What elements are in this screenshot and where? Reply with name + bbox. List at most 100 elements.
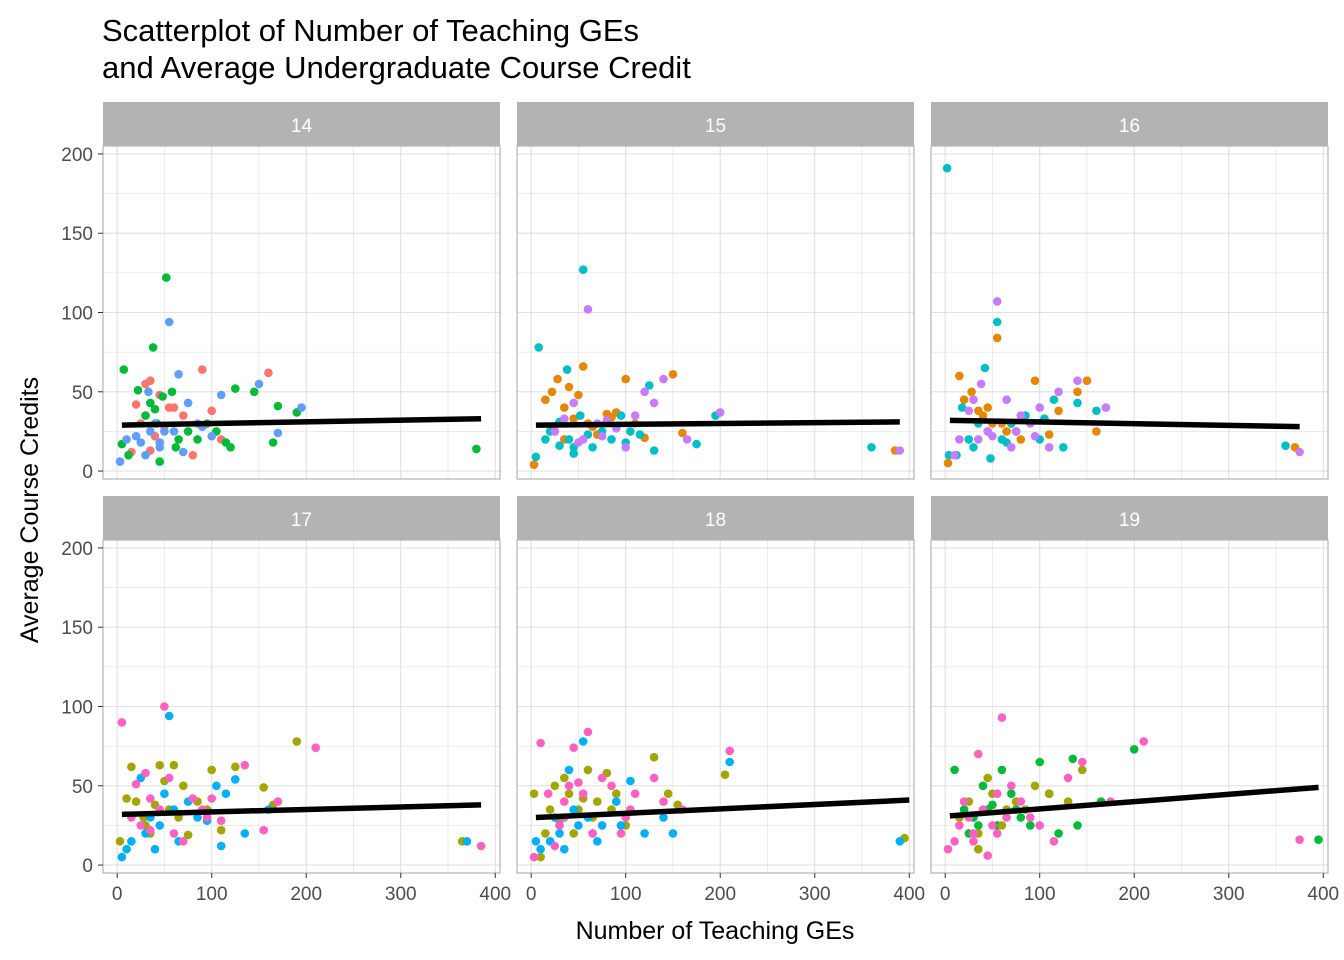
scatter-point bbox=[534, 343, 543, 352]
y-tick-label: 200 bbox=[61, 145, 93, 166]
scatter-point bbox=[131, 400, 141, 409]
scatter-point bbox=[574, 778, 583, 787]
scatter-point bbox=[964, 435, 974, 444]
scatter-point bbox=[240, 760, 250, 770]
facet-strip-label: 18 bbox=[705, 510, 726, 531]
y-tick-label: 200 bbox=[61, 539, 93, 560]
scatter-point bbox=[1077, 765, 1087, 775]
scatter-point bbox=[974, 435, 983, 444]
x-tick-label: 300 bbox=[1213, 884, 1245, 905]
scatter-point bbox=[597, 773, 607, 783]
scatter-point bbox=[562, 365, 572, 374]
scatter-point bbox=[1049, 837, 1059, 846]
facet-strip-label: 19 bbox=[1119, 510, 1140, 531]
scatter-point bbox=[560, 797, 569, 806]
scatter-point bbox=[133, 385, 143, 395]
scatter-point bbox=[212, 781, 221, 791]
scatter-point bbox=[978, 411, 988, 420]
x-tick-label: 300 bbox=[799, 884, 831, 905]
scatter-point bbox=[983, 773, 992, 783]
scatter-point bbox=[616, 829, 626, 838]
scatter-point bbox=[555, 441, 564, 451]
scatter-point bbox=[188, 450, 198, 460]
scatter-point bbox=[1044, 443, 1054, 452]
scatter-point bbox=[720, 770, 730, 779]
scatter-point bbox=[616, 821, 626, 830]
scatter-point bbox=[158, 392, 167, 401]
facet-panel-18: 18 0 100 200 300 400 bbox=[516, 496, 925, 905]
scatter-point bbox=[955, 821, 964, 830]
y-tick-label: 100 bbox=[61, 698, 93, 719]
scatter-point bbox=[1002, 427, 1011, 436]
scatter-point bbox=[122, 794, 131, 803]
scatter-point bbox=[144, 387, 153, 397]
scatter-point bbox=[141, 411, 150, 420]
scatter-point bbox=[193, 435, 202, 444]
scatter-point bbox=[1007, 443, 1016, 452]
trend-line bbox=[121, 802, 482, 818]
scatter-point bbox=[146, 427, 155, 436]
scatter-point bbox=[141, 768, 150, 778]
facet-strip bbox=[931, 496, 1328, 540]
scatter-point bbox=[943, 458, 953, 468]
scatter-point bbox=[1035, 403, 1044, 412]
scatter-point bbox=[1011, 427, 1021, 436]
scatter-point bbox=[122, 435, 131, 444]
scatter-point bbox=[1026, 813, 1035, 822]
scatter-point bbox=[155, 821, 164, 830]
scatter-point bbox=[950, 765, 959, 775]
scatter-point bbox=[969, 395, 978, 405]
scatter-point bbox=[1035, 757, 1044, 767]
scatter-point bbox=[115, 837, 125, 846]
scatter-point bbox=[292, 737, 302, 746]
scatter-point bbox=[588, 443, 597, 452]
scatter-point bbox=[626, 776, 635, 786]
facet-strip-label: 16 bbox=[1119, 116, 1140, 137]
scatter-point bbox=[550, 841, 560, 851]
scatter-point bbox=[992, 297, 1002, 306]
scatter-point bbox=[1044, 789, 1054, 798]
scatter-point bbox=[188, 794, 198, 803]
scatter-point bbox=[216, 816, 226, 825]
scatter-point bbox=[169, 829, 179, 838]
facet-panel-14: 14 0 50 100 150 200 bbox=[61, 102, 501, 483]
scatter-point bbox=[969, 837, 978, 846]
scatter-point bbox=[476, 841, 486, 851]
facet-strip bbox=[103, 102, 500, 146]
scatter-point bbox=[593, 797, 602, 806]
scatter-point bbox=[115, 457, 125, 466]
scatter-point bbox=[564, 435, 574, 444]
scatter-point bbox=[127, 837, 136, 846]
scatter-point bbox=[273, 797, 283, 806]
scatter-point bbox=[560, 773, 569, 783]
scatter-point bbox=[564, 789, 574, 798]
scatter-point bbox=[983, 403, 992, 412]
scatter-point bbox=[649, 773, 659, 783]
scatter-point bbox=[560, 414, 569, 424]
scatter-point bbox=[164, 773, 174, 783]
scatter-point bbox=[1007, 781, 1016, 791]
scatter-point bbox=[531, 837, 541, 846]
scatter-point bbox=[969, 829, 978, 838]
x-tick-label: 200 bbox=[1118, 884, 1150, 905]
scatter-point bbox=[171, 443, 181, 452]
scatter-point bbox=[659, 374, 668, 384]
scatter-point bbox=[630, 411, 640, 420]
scatter-point bbox=[1035, 821, 1044, 830]
scatter-point bbox=[955, 371, 964, 381]
scatter-point bbox=[1026, 821, 1035, 830]
scatter-point bbox=[955, 435, 964, 444]
chart-title-line-2: and Average Undergraduate Course Credit bbox=[102, 50, 691, 85]
facet-panels: 14 0 50 100 150 200 15 16 17 0 50 100 150 200 0 100 200 3… bbox=[61, 102, 1339, 905]
scatter-point bbox=[1049, 395, 1059, 405]
scatter-point bbox=[117, 718, 127, 727]
scatter-point bbox=[545, 805, 555, 814]
scatter-point bbox=[1054, 387, 1063, 397]
scatter-point bbox=[259, 825, 269, 835]
scatter-point bbox=[988, 800, 997, 810]
scatter-point bbox=[630, 789, 640, 798]
x-tick-label: 100 bbox=[610, 884, 642, 905]
scatter-point bbox=[957, 403, 967, 412]
scatter-point bbox=[564, 382, 574, 392]
scatter-point bbox=[942, 163, 952, 173]
